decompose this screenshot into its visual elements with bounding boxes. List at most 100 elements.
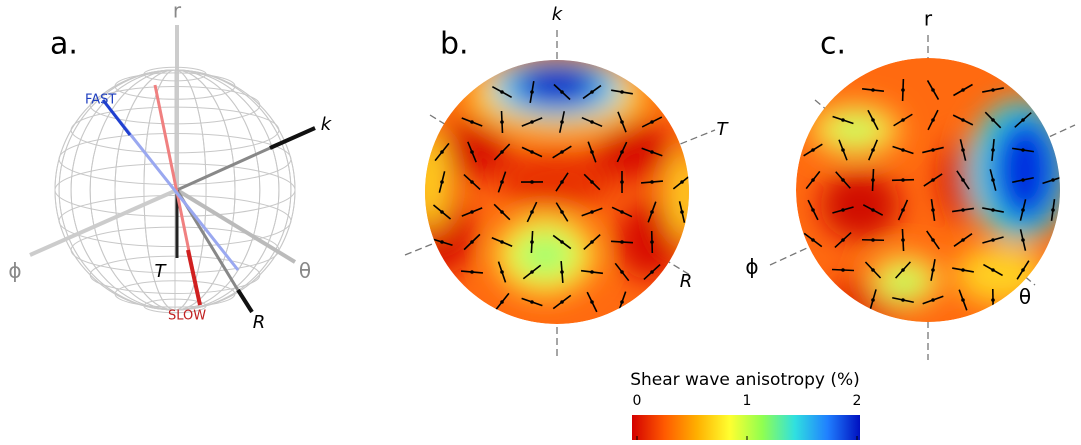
arrow-head	[500, 120, 504, 124]
arrow-head	[961, 88, 965, 92]
arrow-head	[500, 180, 504, 184]
arrow-head	[871, 148, 875, 152]
panel-label: a.	[50, 27, 78, 62]
arrow-head	[620, 180, 624, 184]
longitude-line	[58, 69, 292, 311]
arrow-head	[620, 90, 624, 94]
arrow-head	[991, 238, 995, 242]
arrow-head	[991, 298, 995, 302]
arrow-head	[1021, 178, 1025, 182]
arrow-head	[961, 178, 965, 182]
arrow-head	[991, 148, 995, 152]
arrow-head	[560, 240, 564, 244]
axis-label: θ	[299, 259, 311, 283]
arrow-head	[560, 210, 564, 214]
arrow-head	[991, 208, 995, 212]
arrow-head	[991, 178, 995, 182]
arrow-head	[620, 240, 624, 244]
arrow-head	[931, 88, 935, 92]
arrow-head	[991, 268, 995, 272]
axis-label: r	[924, 7, 933, 31]
arrow-head	[871, 268, 875, 272]
arrow-head	[961, 298, 965, 302]
arrow-head	[1021, 118, 1025, 122]
arrow-head	[530, 240, 534, 244]
axis-label: ϕ	[8, 259, 21, 283]
arrow-head	[961, 148, 965, 152]
arrow-head	[901, 268, 905, 272]
arrow-head	[841, 118, 845, 122]
arrow-head	[620, 270, 624, 274]
arrow-head	[560, 180, 564, 184]
panel-label: b.	[440, 27, 469, 62]
arrow-head	[440, 150, 444, 154]
sphere-map	[425, 60, 689, 324]
arrow-head	[811, 238, 815, 242]
arrow-head	[500, 240, 504, 244]
arrow-head	[931, 118, 935, 122]
arrow-head	[560, 270, 564, 274]
arrow-head	[961, 208, 965, 212]
arrow-head	[871, 238, 875, 242]
arrow-head	[871, 88, 875, 92]
arrow-head	[1021, 148, 1025, 152]
colorbar-tick-label: 1	[743, 393, 752, 409]
axis-label: θ	[1019, 285, 1031, 309]
arrow-head	[590, 300, 594, 304]
arrow-head	[440, 210, 444, 214]
arrow-head	[871, 118, 875, 122]
arrow-head	[590, 270, 594, 274]
arrow-head	[470, 210, 474, 214]
arrow-head	[901, 88, 905, 92]
arrow-head	[901, 178, 905, 182]
axis-label: k	[321, 114, 333, 135]
arrow-head	[931, 298, 935, 302]
arrow-head	[931, 178, 935, 182]
arrow-head	[931, 238, 935, 242]
arrow-head	[650, 180, 654, 184]
arrow-head	[530, 180, 534, 184]
colorbar: Shear wave anisotropy (%) 0 1 2	[630, 370, 861, 440]
arrow-head	[530, 270, 534, 274]
axis-label: r	[173, 0, 182, 23]
axis-label: T	[717, 119, 730, 140]
arrow-head	[811, 208, 815, 212]
colorbar-title: Shear wave anisotropy (%)	[630, 370, 860, 390]
arrow-head	[500, 150, 504, 154]
arrow-head	[470, 270, 474, 274]
arrow-head	[931, 148, 935, 152]
arrow-head	[680, 210, 684, 214]
axis-label: R	[253, 312, 266, 333]
arrow-head	[590, 210, 594, 214]
arrow-head	[590, 150, 594, 154]
annotation: FAST	[85, 93, 116, 108]
arrow-head	[901, 118, 905, 122]
arrow-head	[530, 150, 534, 154]
panel-b: b. k T R	[404, 4, 730, 360]
arrow-head	[500, 300, 504, 304]
arrow-head	[590, 180, 594, 184]
arrow-head	[590, 120, 594, 124]
arrow-head	[620, 300, 624, 304]
axis-label: T	[155, 261, 168, 282]
arrow-head	[500, 210, 504, 214]
arrow-head	[560, 300, 564, 304]
arrow-head	[841, 178, 845, 182]
arrow-head	[530, 210, 534, 214]
axis-label: ϕ	[745, 255, 758, 279]
arrow-head	[811, 178, 815, 182]
arrow-head	[590, 90, 594, 94]
colorbar-tick-label: 2	[853, 393, 862, 409]
arrow-head	[560, 150, 564, 154]
arrow-head	[680, 180, 684, 184]
arrow-head	[1021, 268, 1025, 272]
arrow-head	[841, 208, 845, 212]
arrow-head	[1021, 208, 1025, 212]
arrow-head	[931, 208, 935, 212]
arrow-head	[560, 120, 564, 124]
arrow-head	[1051, 178, 1055, 182]
arrow-head	[991, 118, 995, 122]
arrow-head	[500, 90, 504, 94]
annotation: SLOW	[168, 309, 206, 324]
